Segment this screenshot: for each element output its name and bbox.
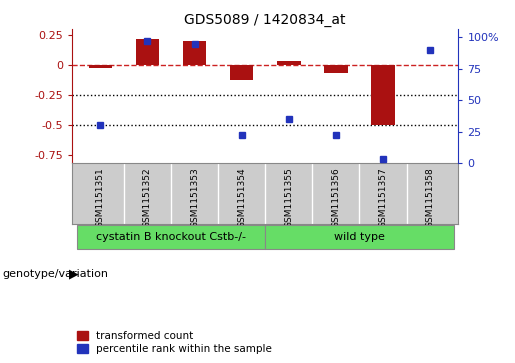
Text: genotype/variation: genotype/variation (3, 269, 109, 279)
Text: cystatin B knockout Cstb-/-: cystatin B knockout Cstb-/- (96, 232, 246, 241)
Text: GSM1151355: GSM1151355 (284, 168, 293, 228)
Bar (265, 225, 454, 249)
Bar (135, 38, 159, 65)
Text: GSM1151354: GSM1151354 (237, 168, 246, 228)
Legend: transformed count, percentile rank within the sample: transformed count, percentile rank withi… (77, 331, 272, 354)
Bar (324, 65, 348, 73)
Bar (77, 225, 265, 249)
Text: GSM1151358: GSM1151358 (425, 168, 435, 228)
Bar (183, 41, 207, 65)
Text: GSM1151357: GSM1151357 (379, 168, 387, 228)
Text: ▶: ▶ (68, 268, 78, 281)
Text: GSM1151351: GSM1151351 (96, 168, 105, 228)
Bar (230, 65, 253, 81)
Bar (371, 65, 395, 125)
Text: GSM1151352: GSM1151352 (143, 168, 152, 228)
Text: wild type: wild type (334, 232, 385, 241)
Bar (89, 65, 112, 68)
Text: GSM1151356: GSM1151356 (331, 168, 340, 228)
Text: GSM1151353: GSM1151353 (190, 168, 199, 228)
Title: GDS5089 / 1420834_at: GDS5089 / 1420834_at (184, 13, 346, 26)
Bar (277, 61, 301, 65)
